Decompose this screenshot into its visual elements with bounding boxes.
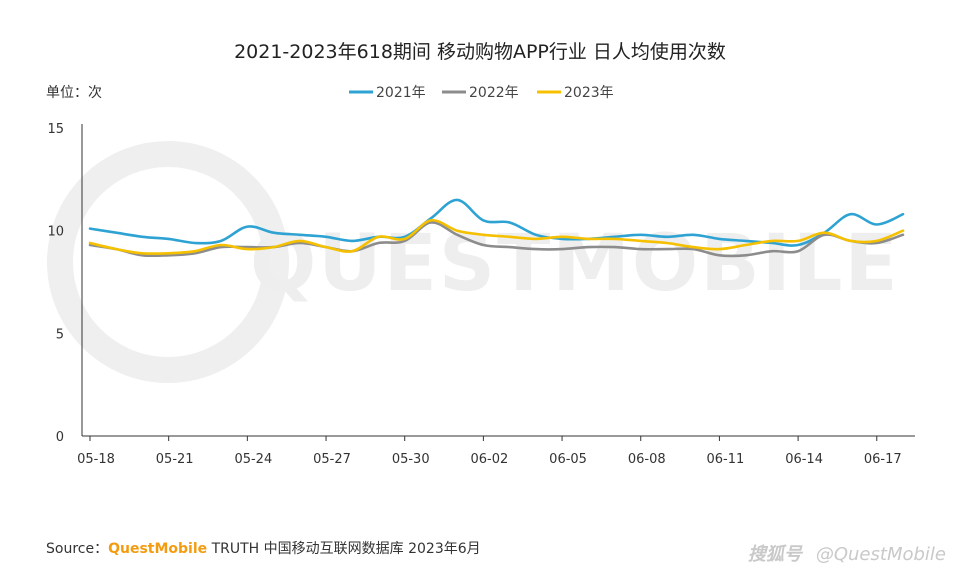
source-description: TRUTH 中国移动互联网数据库 2023年6月 bbox=[207, 541, 481, 557]
x-tick-label: 06-17 bbox=[864, 452, 902, 467]
x-tick-label: 06-05 bbox=[549, 452, 587, 467]
series-line-2 bbox=[88, 221, 905, 258]
legend: 2021年 2022年 2023年 bbox=[349, 85, 614, 101]
series-line-1 bbox=[88, 198, 905, 247]
x-tick-label: 06-08 bbox=[628, 452, 666, 467]
watermark-account: @QuestMobile bbox=[815, 544, 946, 565]
source-line: Source：QuestMobile TRUTH 中国移动互联网数据库 2023… bbox=[46, 538, 481, 558]
unit-label: 单位：次 bbox=[46, 85, 102, 101]
watermark-big-text: QUESTMOBILE bbox=[250, 219, 900, 309]
y-tick-label: 15 bbox=[47, 122, 64, 137]
x-tick-label: 06-02 bbox=[470, 452, 508, 467]
legend-label-1: 2021年 bbox=[376, 85, 426, 101]
x-axis: 05-18 05-21 05-24 05-27 05-30 06-02 06-05 06-08… bbox=[77, 435, 915, 467]
series-line-3 bbox=[88, 219, 905, 255]
chart-title: 2021-2023年618期间 移动购物APP行业 日人均使用次数 bbox=[234, 41, 726, 63]
y-tick-label: 0 bbox=[56, 430, 64, 445]
x-tick-label: 06-14 bbox=[785, 452, 823, 467]
legend-label-2: 2022年 bbox=[469, 85, 519, 101]
x-tick-label: 05-24 bbox=[234, 452, 272, 467]
plot-area bbox=[88, 198, 905, 258]
legend-label-3: 2023年 bbox=[564, 85, 614, 101]
source-prefix: Source： bbox=[46, 541, 109, 557]
x-tick-label: 05-27 bbox=[313, 452, 351, 467]
x-tick-label: 05-18 bbox=[77, 452, 115, 467]
x-tick-label: 06-11 bbox=[707, 452, 745, 467]
watermark-ring-icon bbox=[47, 141, 289, 383]
y-axis: 0 5 10 15 bbox=[47, 122, 83, 445]
x-tick-label: 05-30 bbox=[392, 452, 430, 467]
watermark-corner: 搜狐号 @QuestMobile bbox=[748, 540, 946, 566]
watermark-logo: QUESTMOBILE bbox=[47, 141, 900, 383]
watermark-platform: 搜狐号 bbox=[747, 544, 802, 565]
source-brand: QuestMobile bbox=[108, 541, 208, 557]
y-tick-label: 5 bbox=[56, 327, 64, 342]
y-tick-label: 10 bbox=[47, 225, 64, 240]
x-tick-label: 05-21 bbox=[156, 452, 194, 467]
